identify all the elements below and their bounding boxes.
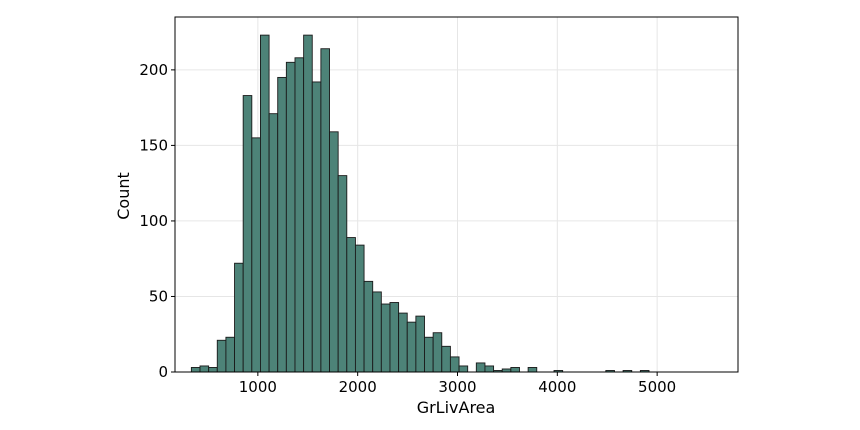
histogram-bar — [449, 356, 460, 373]
x-tick-label: 2000 — [339, 378, 377, 396]
histogram-bar — [234, 262, 244, 373]
histogram-bar — [268, 113, 279, 373]
histogram-bar — [475, 362, 486, 373]
x-axis-ticks: 1000 2000 3000 4000 5000 — [239, 372, 676, 396]
y-axis-ticks: 0 50 100 150 200 — [139, 61, 175, 381]
plot-area-frame — [174, 16, 739, 373]
histogram-bar — [251, 137, 261, 373]
histogram-bar — [329, 131, 339, 373]
y-axis-title: Count — [114, 172, 133, 220]
histogram-bar — [415, 315, 425, 373]
histogram-bar — [354, 244, 365, 373]
histogram-bar — [199, 365, 210, 373]
histogram-bar — [389, 302, 400, 373]
histogram-bar — [441, 345, 451, 373]
x-tick-label: 4000 — [538, 378, 576, 396]
histogram-bar — [320, 48, 330, 373]
histogram-bar — [510, 367, 520, 373]
histogram-bar — [311, 81, 322, 373]
histogram-bar — [372, 291, 382, 373]
y-tick-label: 50 — [149, 287, 168, 305]
x-axis-title: GrLivArea — [417, 398, 496, 417]
histogram-bar — [432, 332, 443, 373]
histogram-bar — [285, 61, 296, 373]
histogram-bars — [190, 34, 650, 373]
histogram-bar — [424, 336, 434, 373]
y-tick-label: 100 — [139, 212, 168, 230]
histogram-bar — [458, 365, 469, 373]
histogram-bar — [363, 280, 374, 373]
histogram-bar — [216, 339, 227, 373]
histogram-bar — [380, 303, 391, 373]
y-tick-label: 150 — [139, 136, 168, 154]
histogram-bar — [337, 175, 348, 373]
y-tick-label: 0 — [158, 363, 168, 381]
histogram-bar — [527, 367, 538, 373]
histogram-bar — [259, 34, 270, 373]
x-tick-label: 3000 — [438, 378, 476, 396]
histogram-bar — [225, 336, 235, 373]
histogram-bar — [303, 34, 313, 373]
histogram-bar — [484, 365, 495, 373]
histogram-bar — [242, 95, 253, 373]
histogram-bar — [406, 321, 417, 373]
histogram-bar — [277, 76, 287, 373]
x-tick-label: 1000 — [239, 378, 277, 396]
histogram-bar — [208, 367, 218, 373]
x-tick-label: 5000 — [638, 378, 676, 396]
histogram-bar — [346, 237, 356, 373]
histogram-bar — [294, 57, 305, 373]
histogram-bar — [398, 312, 408, 373]
histogram-bar — [190, 367, 201, 373]
y-tick-label: 200 — [139, 61, 168, 79]
